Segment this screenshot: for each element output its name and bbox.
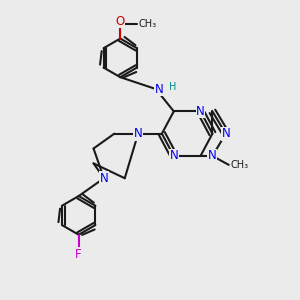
Text: CH₃: CH₃ (139, 19, 157, 29)
Text: N: N (100, 172, 108, 185)
Text: H: H (169, 82, 176, 92)
Text: N: N (169, 149, 178, 162)
Text: O: O (116, 15, 125, 28)
Text: CH₃: CH₃ (230, 160, 248, 170)
Text: N: N (134, 127, 142, 140)
Text: N: N (221, 127, 230, 140)
Text: F: F (75, 248, 82, 260)
Text: N: N (208, 149, 217, 162)
Text: N: N (196, 105, 205, 118)
Text: N: N (154, 82, 163, 96)
